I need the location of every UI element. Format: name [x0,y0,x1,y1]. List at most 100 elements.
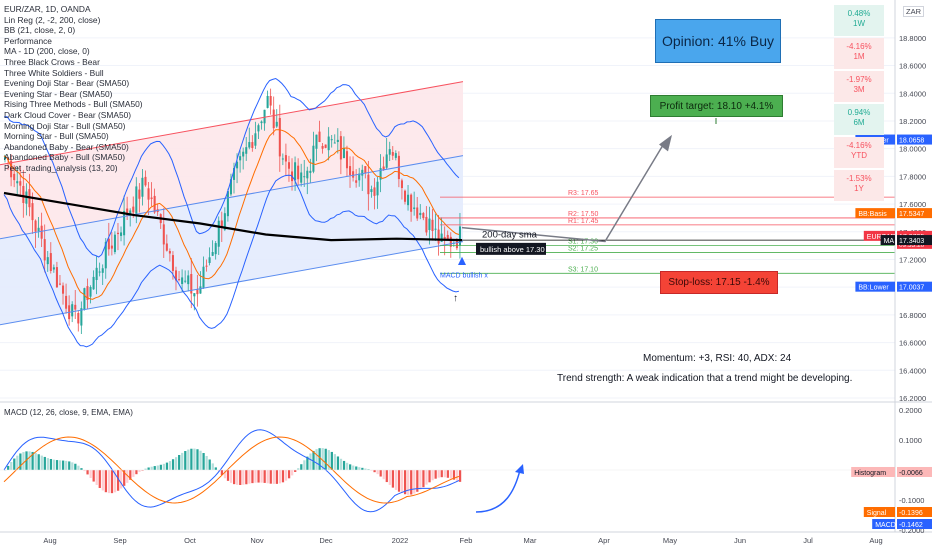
macd-histogram-bar [77,465,80,470]
candle [138,183,141,213]
legend-item: Three Black Crows - Bear [4,56,100,67]
x-tick-label: Nov [250,536,264,545]
x-tick-label: Apr [598,536,610,545]
candle [251,135,254,152]
candle [83,287,86,311]
macd-tag-label: Histogram [854,470,886,477]
macd-histogram-bar [385,470,388,483]
macd-histogram-bar [373,470,376,473]
candle [428,206,431,245]
candle [321,142,324,154]
candle [74,289,77,319]
performance-value: -4.16% [846,42,872,51]
linreg-lower [0,241,464,326]
performance-period: 6M [853,118,865,127]
macd-title: MACD (12, 26, close, 9, EMA, EMA) [4,408,133,417]
candle [153,188,156,214]
macd-histogram-bar [315,449,318,470]
indicator-legend: EUR/ZAR, 1D, OANDA Lin Reg (2, -2, 200, c… [4,4,143,174]
candle [89,285,92,304]
candle [62,282,65,305]
candle [419,204,422,220]
macd-histogram-bar [202,453,205,470]
currency-label: ZAR [903,6,924,17]
macd-histogram-bar [196,449,199,470]
macd-tag: MACD -0.1462 [872,519,932,529]
macd-histogram-bar [74,463,77,470]
legend-item: Three White Soldiers - Bull [4,67,104,78]
projection-arrow [461,141,666,243]
candle [86,278,89,310]
macd-histogram-bar [168,461,172,470]
macd-histogram-bar [382,470,385,480]
macd-histogram-bar [336,456,340,470]
performance-value: 0.94% [847,108,871,117]
macd-y-tick: -0.2000 [899,526,924,535]
macd-tag-value: -0.1462 [899,522,923,529]
candle [431,208,434,241]
macd-histogram-bar [211,463,214,470]
price-tag-label: BB:Basis [858,211,887,218]
candle [95,255,98,295]
candle [281,153,284,166]
macd-histogram-bar [199,450,202,470]
candle [407,184,410,211]
candle [437,215,440,256]
candle [129,208,132,227]
macd-histogram-bar [208,459,211,470]
macd-histogram-bar [297,468,300,470]
candle [269,88,272,115]
macd-tag-label: Signal [867,510,887,517]
macd-histogram-bar [40,455,43,470]
macd-histogram-bar [407,470,410,495]
macd-histogram-bar [443,470,446,478]
level-label: R3: 17.65 [568,190,598,197]
candle [199,271,202,294]
macd-histogram-bar [83,470,86,472]
macd-histogram-bar [391,470,395,488]
price-tag-label: MA [884,238,895,245]
candle [52,264,55,273]
macd-histogram-bar [68,461,71,470]
candle [410,193,413,222]
level-label: S1: 17.30 [568,239,598,246]
candle [425,206,428,236]
momentum-note: Momentum: +3, RSI: 40, ADX: 24 [643,353,792,364]
x-tick-label: 2022 [392,536,409,545]
legend-item: Lin Reg (2, -2, 200, close) [4,14,101,25]
candle [324,144,327,149]
trend-strength-note: Trend strength: A weak indication that a… [557,373,853,384]
legend-item: Abandoned Baby - Bear (SMA50) [4,141,129,152]
y-tick-label: 17.6000 [899,200,926,209]
ma200-line [3,191,463,242]
price-tag-label: BB:Lower [858,285,889,292]
macd-histogram-bar [229,470,233,483]
candle [187,270,190,292]
candle [434,213,437,241]
candle [367,160,370,211]
x-tick-label: Jul [803,536,813,545]
price-tag-value: 17.3403 [899,238,924,245]
legend-item: Evening Doji Star - Bear (SMA50) [4,78,130,89]
candle [260,120,263,130]
candle [40,212,43,248]
macd-histogram-bar [376,470,379,475]
macd-histogram-bar [272,470,275,484]
macd-histogram-bar [22,452,25,470]
macd-histogram-bar [184,451,187,470]
candle [413,191,416,216]
macd-histogram-bar [364,468,367,470]
macd-histogram-bar [123,470,126,486]
candle [46,251,49,272]
candle [37,216,40,238]
macd-histogram-bar [187,449,190,470]
candle [165,234,168,252]
legend-item: Evening Star - Bear (SMA50) [4,88,113,99]
macd-histogram-bar [266,470,269,484]
macd-histogram-bar [291,470,294,476]
projection-arrowhead [659,134,672,152]
macd-histogram-bar [144,468,147,470]
macd-histogram-bar [13,458,16,470]
candle [144,170,147,187]
